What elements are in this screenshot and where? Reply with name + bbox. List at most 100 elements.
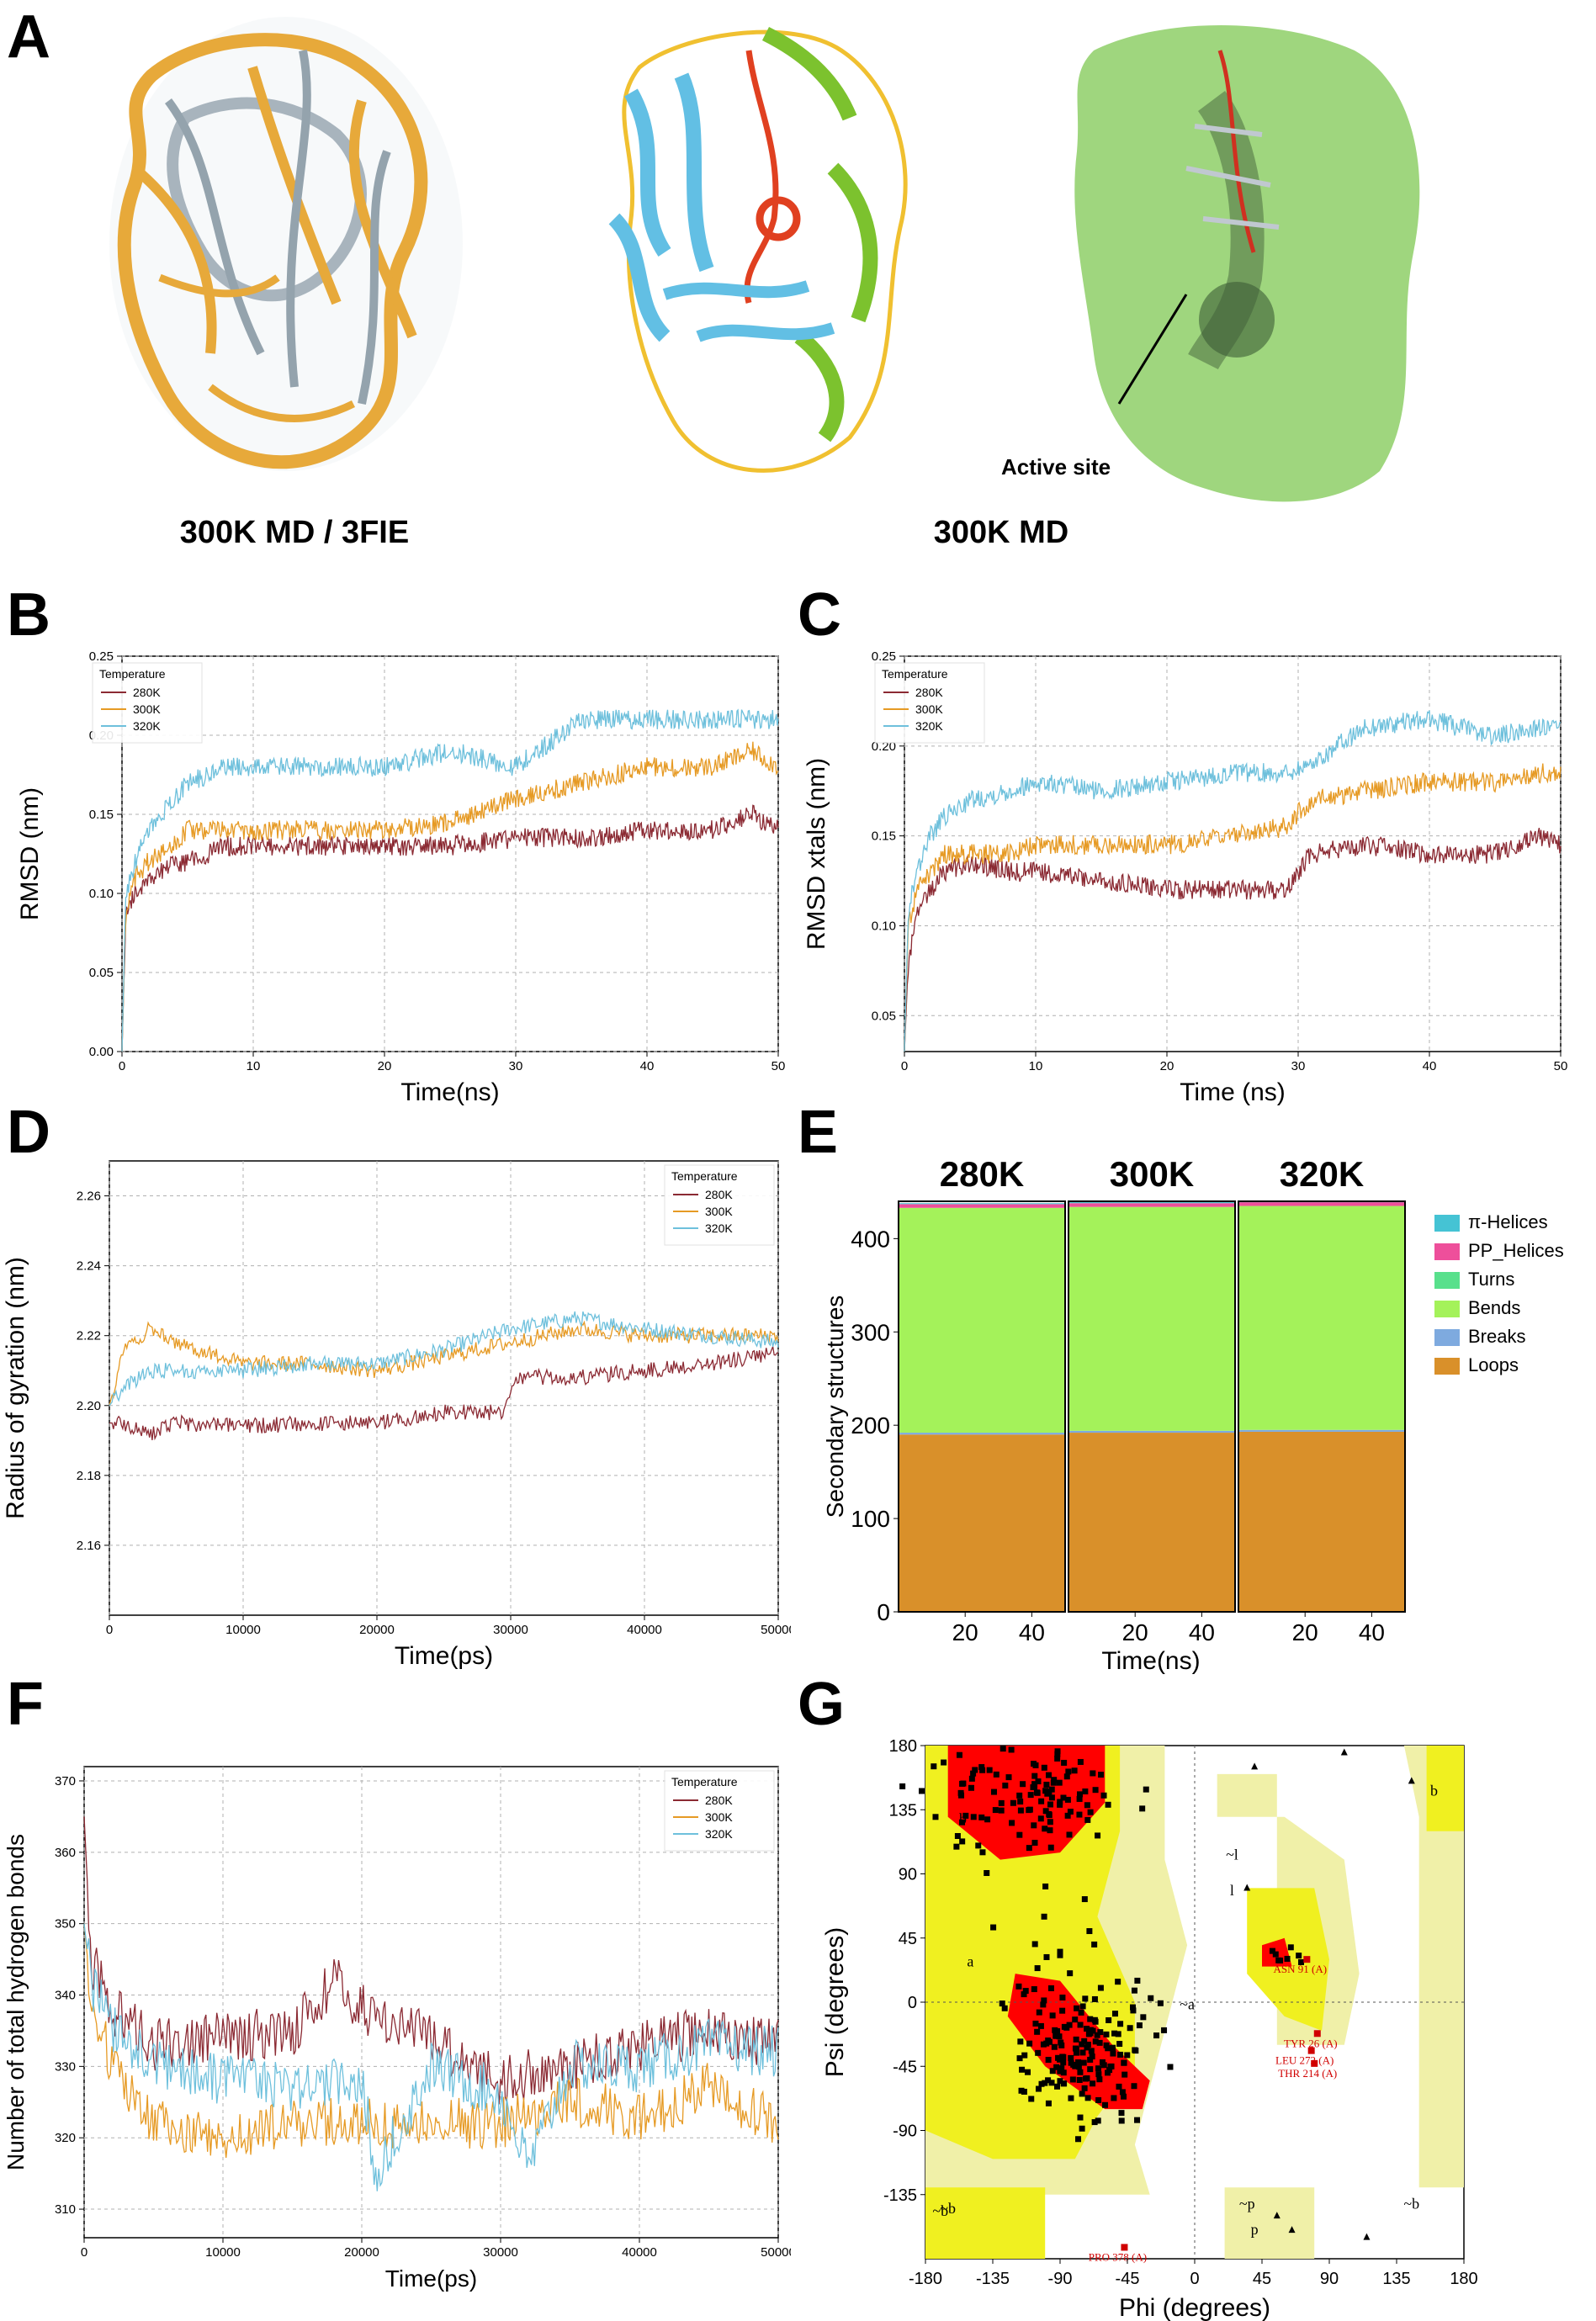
facet-title-280K: 280K bbox=[940, 1154, 1024, 1194]
x-tick-label: 20 bbox=[1292, 1619, 1318, 1645]
residue-point bbox=[1082, 1788, 1089, 1795]
series-line-320K bbox=[83, 1923, 779, 2191]
legend-label-320K: 320K bbox=[133, 719, 161, 733]
residue-point bbox=[1043, 1953, 1050, 1960]
residue-point bbox=[1098, 1772, 1105, 1778]
residue-point bbox=[1019, 2066, 1026, 2073]
series-line-320K bbox=[121, 708, 779, 1052]
facet-frame bbox=[1068, 1200, 1236, 1613]
caption-cartoon: 300K MD bbox=[933, 515, 1069, 550]
residue-point bbox=[1136, 2022, 1143, 2029]
residue-point bbox=[1017, 2038, 1024, 2045]
residue-point bbox=[1056, 2033, 1063, 2040]
residue-point bbox=[1061, 2023, 1068, 2030]
region-label: a bbox=[967, 1953, 973, 1970]
residue-point bbox=[1063, 1773, 1070, 1780]
residue-point bbox=[1031, 1781, 1038, 1788]
residue-point bbox=[1042, 1883, 1049, 1889]
residue-point bbox=[1131, 2083, 1137, 2090]
residue-point bbox=[1042, 2080, 1048, 2086]
residue-point bbox=[1096, 2039, 1103, 2046]
residue-point bbox=[1090, 2080, 1096, 2087]
y-tick-label: 310 bbox=[55, 2202, 76, 2217]
residue-point bbox=[1041, 1913, 1047, 1920]
residue-point bbox=[1091, 1995, 1098, 2002]
stack-pphelices bbox=[899, 1204, 1065, 1208]
residue-point bbox=[1090, 2027, 1096, 2034]
allowed-region bbox=[1426, 1746, 1464, 1831]
x-tick-label: -135 bbox=[976, 2270, 1010, 2288]
facet-frame bbox=[1238, 1200, 1406, 1613]
x-tick-label: 20000 bbox=[359, 1623, 395, 1637]
residue-point bbox=[958, 1792, 965, 1799]
residue-point bbox=[1033, 1789, 1040, 1796]
radius-of-gyration-chart: 0 10000 20000 30000 40000 50000 2.16 2.18 2.20 2.… bbox=[2, 1160, 791, 1670]
residue-point bbox=[1079, 2125, 1085, 2132]
outlier-point bbox=[1307, 2047, 1315, 2054]
panel-letter-c: C bbox=[798, 581, 841, 649]
superposition-ribbon-image bbox=[109, 17, 463, 471]
series-line-320K bbox=[904, 710, 1562, 1052]
legend-swatch bbox=[1434, 1243, 1460, 1260]
residue-point bbox=[1103, 2031, 1110, 2037]
residue-point bbox=[1060, 2080, 1067, 2087]
region-label: b bbox=[1430, 1782, 1438, 1799]
residue-point bbox=[1072, 2045, 1079, 2052]
residue-point bbox=[1110, 2044, 1116, 2051]
legend-swatch bbox=[1434, 1215, 1460, 1232]
residue-point bbox=[1031, 1773, 1038, 1779]
residue-point bbox=[1061, 1759, 1068, 1766]
outlier-label: PRO 378 (A) bbox=[1089, 2250, 1147, 2263]
facet-frame bbox=[898, 1200, 1066, 1613]
glycine-point bbox=[1251, 1762, 1259, 1770]
allowed-region bbox=[925, 2187, 1046, 2259]
residue-point bbox=[1001, 2005, 1008, 2011]
residue-point bbox=[1045, 2100, 1052, 2106]
residue-point bbox=[1106, 2016, 1112, 2023]
legend-title: Temperature bbox=[671, 1169, 738, 1183]
residue-point bbox=[1077, 2114, 1084, 2121]
x-tick-label: 20 bbox=[1122, 1619, 1148, 1645]
glycine-point bbox=[1243, 1884, 1251, 1891]
y-axis-label: Secondary structures bbox=[822, 1296, 848, 1518]
x-tick-label: 40 bbox=[1423, 1059, 1437, 1073]
residue-point bbox=[992, 1807, 999, 1814]
residue-point bbox=[1111, 2095, 1117, 2101]
residue-point bbox=[1091, 2119, 1098, 2126]
residue-point bbox=[1092, 2038, 1099, 2045]
y-tick-label: 0.05 bbox=[872, 1009, 896, 1023]
x-tick-label: 50000 bbox=[761, 1623, 791, 1637]
outlier-label: TYR 26 (A) bbox=[1284, 2037, 1338, 2049]
residue-point bbox=[1072, 2016, 1079, 2023]
residue-point bbox=[1087, 2056, 1094, 2063]
x-axis-label: Time(ns) bbox=[1101, 1647, 1200, 1674]
residue-point bbox=[1059, 1994, 1066, 2000]
residue-point bbox=[1030, 1784, 1037, 1791]
legend-label: π-Helices bbox=[1468, 1211, 1548, 1232]
residue-point bbox=[1075, 2059, 1082, 2065]
stack-helices bbox=[1068, 1202, 1235, 1204]
residue-point bbox=[1047, 1801, 1053, 1808]
residue-point bbox=[1031, 1986, 1037, 1993]
residue-point bbox=[1081, 1896, 1088, 1903]
residue-point bbox=[1047, 1985, 1054, 1991]
residue-point bbox=[1031, 1941, 1038, 1947]
residue-point bbox=[1139, 1805, 1146, 1812]
facet-title-300K: 300K bbox=[1110, 1154, 1194, 1194]
residue-point bbox=[1079, 2090, 1085, 2097]
legend-label-320K: 320K bbox=[915, 719, 943, 733]
residue-point bbox=[1027, 1792, 1034, 1799]
residue-point bbox=[1108, 2063, 1115, 2069]
residue-point bbox=[1284, 1955, 1291, 1962]
residue-point bbox=[1021, 1991, 1027, 1998]
stack-loops bbox=[1068, 1433, 1235, 1612]
residue-point bbox=[1069, 2076, 1076, 2083]
region-label: p bbox=[1251, 2221, 1259, 2238]
residue-point bbox=[1045, 2057, 1052, 2064]
residue-point bbox=[954, 1833, 961, 1840]
residue-point bbox=[978, 1814, 985, 1820]
residue-point bbox=[1272, 1951, 1279, 1958]
residue-point bbox=[1055, 2054, 1062, 2061]
x-axis-label: Time(ps) bbox=[395, 1642, 493, 1670]
residue-point bbox=[968, 1775, 975, 1782]
